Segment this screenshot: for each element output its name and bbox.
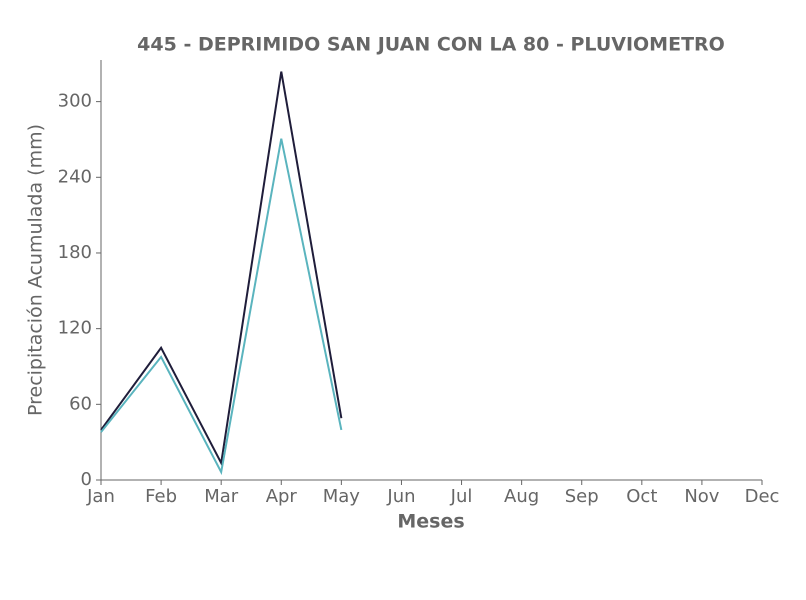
x-tick-label: Dec bbox=[745, 486, 780, 507]
y-tick-label: 300 bbox=[58, 91, 92, 112]
x-tick-label: Jul bbox=[450, 486, 473, 507]
y-tick-label: 180 bbox=[58, 242, 92, 263]
x-tick-label: Jan bbox=[86, 486, 115, 507]
x-tick-label: Sep bbox=[565, 486, 599, 507]
x-tick-label: Nov bbox=[684, 486, 719, 507]
x-tick-label: Mar bbox=[204, 486, 239, 507]
x-tick-label: May bbox=[323, 486, 361, 507]
x-axis-label: Meses bbox=[397, 511, 464, 533]
x-tick-label: Oct bbox=[626, 486, 657, 507]
chart-title: 445 - DEPRIMIDO SAN JUAN CON LA 80 - PLU… bbox=[137, 34, 725, 56]
x-tick-label: Apr bbox=[266, 486, 298, 507]
x-tick-label: Feb bbox=[145, 486, 177, 507]
x-tick-label: Aug bbox=[504, 486, 539, 507]
y-tick-label: 0 bbox=[81, 469, 92, 490]
y-tick-label: 60 bbox=[69, 393, 92, 414]
y-tick-label: 240 bbox=[58, 166, 92, 187]
y-tick-label: 120 bbox=[58, 318, 92, 339]
y-axis-label: Precipitación Acumulada (mm) bbox=[25, 124, 47, 416]
series-line bbox=[100, 138, 343, 476]
x-tick-label: Jun bbox=[386, 486, 415, 507]
series-line bbox=[100, 71, 343, 467]
